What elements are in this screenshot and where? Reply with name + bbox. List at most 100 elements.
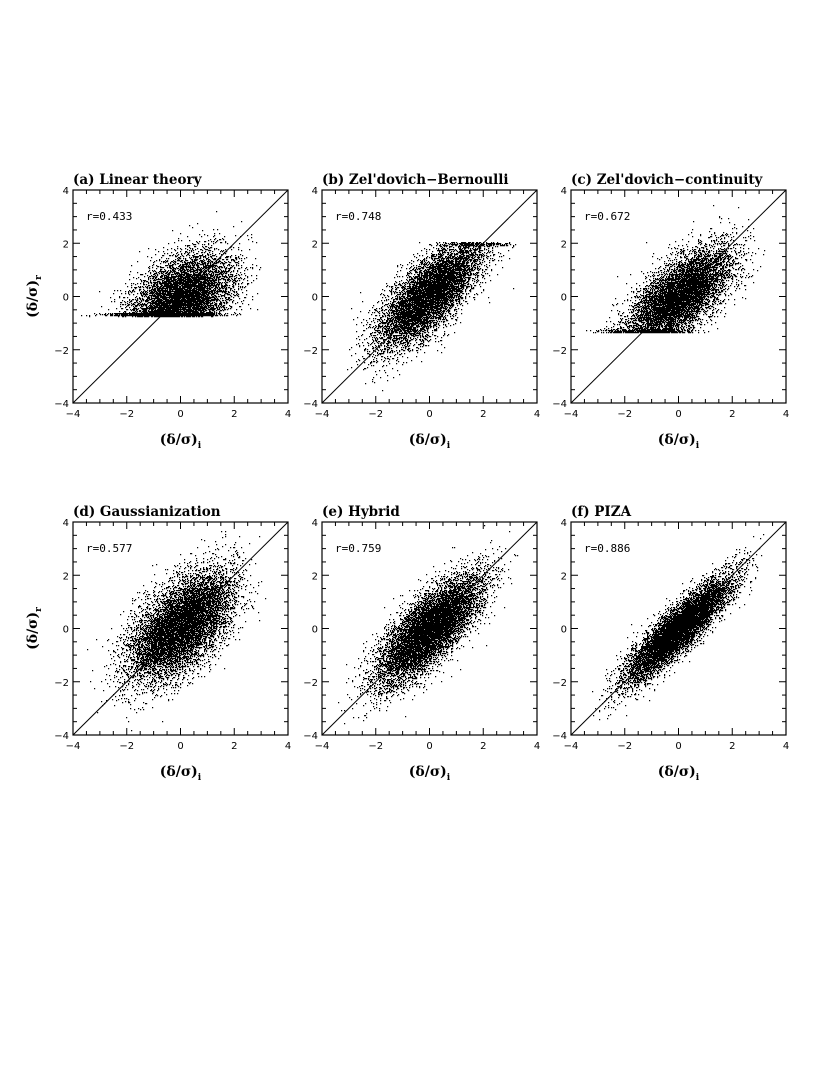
y-tick-label: 2 xyxy=(561,239,567,250)
x-tick-label: 4 xyxy=(285,741,291,752)
y-tick-label: 2 xyxy=(312,571,318,582)
y-tick-label: −4 xyxy=(54,399,69,410)
y-tick-label: −2 xyxy=(303,346,318,357)
x-tick-label: 4 xyxy=(534,409,540,420)
y-tick-label: −2 xyxy=(303,678,318,689)
panel-c: −4 −2 0 2 4 −4 −2 0 2 4 (c) Zel'dovich−continuity r… xyxy=(552,172,789,451)
x-tick-label: −4 xyxy=(564,741,579,752)
panel-title: (f) PIZA xyxy=(571,504,632,520)
y-tick-label: −2 xyxy=(54,346,69,357)
x-tick-label: 2 xyxy=(231,741,237,752)
y-tick-label: −4 xyxy=(552,399,567,410)
points-path xyxy=(592,534,765,721)
panel-title: (a) Linear theory xyxy=(73,172,203,188)
x-tick-label: 0 xyxy=(426,741,432,752)
x-tick-label: 4 xyxy=(285,409,291,420)
x-tick-label: 2 xyxy=(480,741,486,752)
y-tick-label: 2 xyxy=(63,571,69,582)
y-tick-label: 0 xyxy=(561,625,567,636)
x-tick-label: −4 xyxy=(315,741,330,752)
x-tick-label: −4 xyxy=(315,409,330,420)
y-tick-label: −2 xyxy=(552,678,567,689)
y-tick-label: 0 xyxy=(312,293,318,304)
ticks xyxy=(321,521,538,736)
y-tick-label: 0 xyxy=(561,293,567,304)
scatter-points xyxy=(81,211,262,318)
correlation-label: r=0.748 xyxy=(335,210,381,223)
y-tick-label: 2 xyxy=(312,239,318,250)
reference-line xyxy=(72,189,289,404)
ticks xyxy=(72,189,289,404)
x-axis-label: (δ/σ)i xyxy=(658,432,700,451)
x-tick-label: 0 xyxy=(675,741,681,752)
x-tick-label: −2 xyxy=(368,409,383,420)
reference-line xyxy=(570,521,787,736)
panel-a: −4 −2 0 2 4 −4 −2 0 2 4 (a) Linear theory r=0.433 (δ… xyxy=(25,172,291,451)
x-tick-label: −2 xyxy=(119,741,134,752)
panel-title: (d) Gaussianization xyxy=(73,504,221,520)
x-tick-label: 4 xyxy=(783,409,789,420)
y-axis-label: (δ/σ)r xyxy=(25,607,44,650)
y-tick-label: 4 xyxy=(561,186,567,197)
y-tick-label: 0 xyxy=(312,625,318,636)
x-tick-label: 0 xyxy=(177,409,183,420)
y-tick-label: 0 xyxy=(63,625,69,636)
correlation-label: r=0.759 xyxy=(335,542,381,555)
reference-line xyxy=(321,521,538,736)
ticks xyxy=(72,521,289,736)
correlation-label: r=0.672 xyxy=(584,210,630,223)
points-path xyxy=(87,531,267,735)
ticks xyxy=(570,521,787,736)
y-tick-label: 4 xyxy=(63,518,69,529)
y-tick-label: 4 xyxy=(561,518,567,529)
y-tick-label: −4 xyxy=(303,731,318,742)
y-axis-label: (δ/σ)r xyxy=(25,275,44,318)
y-tick-label: −2 xyxy=(54,678,69,689)
correlation-label: r=0.577 xyxy=(86,542,132,555)
y-tick-label: −4 xyxy=(54,731,69,742)
y-tick-label: −2 xyxy=(552,346,567,357)
panel-title: (e) Hybrid xyxy=(322,504,400,520)
scatter-points xyxy=(347,242,517,392)
y-tick-label: 4 xyxy=(312,186,318,197)
x-tick-label: 2 xyxy=(729,409,735,420)
correlation-label: r=0.433 xyxy=(86,210,132,223)
y-tick-label: 0 xyxy=(63,293,69,304)
points-path xyxy=(586,205,766,334)
x-axis-label: (δ/σ)i xyxy=(160,764,202,783)
points-path xyxy=(81,211,262,318)
y-tick-label: −4 xyxy=(552,731,567,742)
x-tick-label: 0 xyxy=(675,409,681,420)
x-tick-label: −2 xyxy=(368,741,383,752)
x-tick-label: 2 xyxy=(231,409,237,420)
x-axis-label: (δ/σ)i xyxy=(160,432,202,451)
panel-f: −4 −2 0 2 4 −4 −2 0 2 4 (f) PIZA r=0.886 (δ/σ)i xyxy=(552,504,789,783)
panel-title: (b) Zel'dovich−Bernoulli xyxy=(322,172,509,188)
x-axis-label: (δ/σ)i xyxy=(409,432,451,451)
y-tick-label: −4 xyxy=(303,399,318,410)
points-path xyxy=(347,242,517,392)
ticks xyxy=(570,189,787,404)
x-tick-label: 4 xyxy=(783,741,789,752)
x-tick-label: 2 xyxy=(729,741,735,752)
x-axis-label: (δ/σ)i xyxy=(409,764,451,783)
x-tick-label: 2 xyxy=(480,409,486,420)
y-tick-label: 2 xyxy=(63,239,69,250)
scatter-points xyxy=(87,531,267,735)
x-tick-label: −2 xyxy=(617,409,632,420)
panel-b: −4 −2 0 2 4 −4 −2 0 2 4 (b) Zel'dovich−Bernoulli r=… xyxy=(303,172,540,451)
scatter-points xyxy=(592,534,765,721)
x-tick-label: −4 xyxy=(66,409,81,420)
reference-line xyxy=(321,189,538,404)
y-tick-label: 4 xyxy=(63,186,69,197)
correlation-label: r=0.886 xyxy=(584,542,630,555)
ticks xyxy=(321,189,538,404)
x-tick-label: 0 xyxy=(177,741,183,752)
x-tick-label: −2 xyxy=(617,741,632,752)
panel-e: −4 −2 0 2 4 −4 −2 0 2 4 (e) Hybrid r=0.759 (δ/σ)i xyxy=(303,504,540,783)
x-tick-label: −4 xyxy=(66,741,81,752)
x-tick-label: −4 xyxy=(564,409,579,420)
panel-title: (c) Zel'dovich−continuity xyxy=(571,172,764,188)
x-tick-label: 0 xyxy=(426,409,432,420)
